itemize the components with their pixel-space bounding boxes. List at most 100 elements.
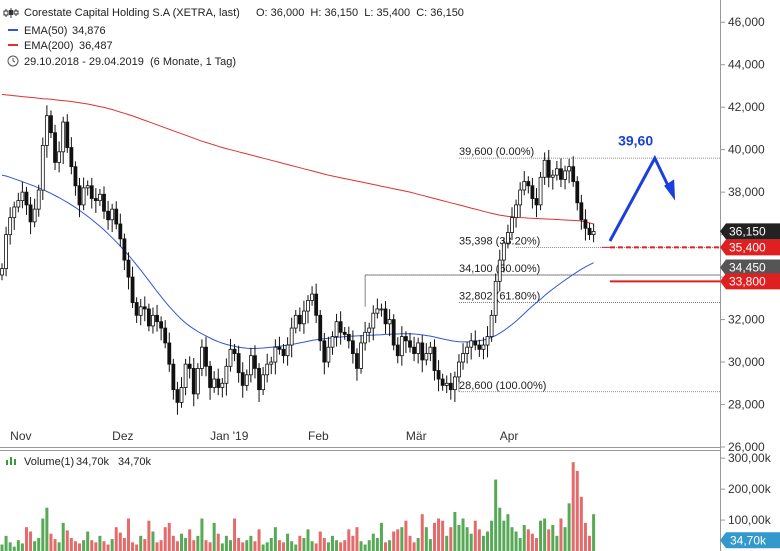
volume-bar-up: [494, 479, 498, 551]
volume-bar-down: [347, 529, 351, 551]
volume-bar-up: [290, 541, 294, 551]
candle-up: [212, 378, 217, 388]
volume-bar-up: [57, 542, 61, 551]
volume-bar-down: [575, 470, 579, 551]
ema50-label: EMA(50): [24, 25, 67, 37]
volume-bar-down: [396, 529, 400, 551]
candle-down: [155, 314, 159, 323]
volume-label: Volume(1): [24, 456, 74, 468]
volume-bar-down: [78, 543, 82, 551]
volume-bar-down: [155, 542, 159, 551]
candle-down: [253, 355, 257, 369]
candle-up: [36, 189, 41, 210]
candle-down: [546, 159, 551, 178]
fibonacci-levels: 39,600 (0.00%)35,398 (38.20%)34,100 (50.…: [364, 146, 720, 393]
volume-bar-up: [306, 529, 310, 551]
price-tick-label: 32,000: [728, 313, 765, 327]
candle-down: [404, 336, 408, 342]
price-tag: [720, 223, 780, 240]
ema50-value: 34,876: [72, 25, 106, 37]
volume-bar-up: [61, 522, 65, 551]
volume-bar-up: [200, 518, 204, 551]
candle-down: [534, 198, 539, 206]
price-tag: [720, 259, 780, 276]
candle-down: [191, 368, 196, 395]
volume-bar-down: [339, 542, 343, 551]
candle-up: [20, 191, 25, 202]
volume-bar-up: [490, 520, 494, 551]
candle-down: [93, 198, 98, 202]
volume-bar-up: [469, 533, 473, 551]
candle-up: [85, 185, 90, 189]
volume-bar-up: [388, 540, 392, 551]
volume-bar-up: [363, 544, 367, 551]
candle-down: [318, 314, 323, 342]
candle-up: [228, 348, 233, 367]
candle-up: [330, 336, 335, 348]
volume-bars-icon: [6, 457, 16, 465]
volume-bar-down: [588, 535, 592, 551]
volume-bar-down: [355, 527, 359, 551]
volume-bar-down: [65, 530, 69, 551]
ema200-line: [1, 93, 594, 225]
volume-bar-down: [114, 527, 118, 551]
candle-up: [416, 342, 421, 354]
candle-up: [61, 121, 66, 153]
volume-bar-down: [526, 529, 530, 551]
price-tag: [720, 273, 780, 290]
candle-down: [146, 308, 151, 327]
candle-up: [289, 327, 294, 346]
chart-header: Corestate Capital Holding S.A (XETRA, la…: [3, 7, 464, 68]
candle-down: [122, 238, 127, 261]
candle-up: [138, 306, 143, 316]
volume-bar-up: [261, 544, 265, 551]
candle-down: [314, 293, 319, 316]
target-arrowhead: [664, 179, 676, 201]
candle-up: [493, 280, 498, 316]
volume-bar-up: [249, 535, 253, 551]
volume-bar-down: [449, 527, 453, 551]
volume-bar-down: [204, 540, 208, 551]
candle-up: [306, 300, 310, 312]
volume-bar-up: [196, 535, 200, 551]
volume-bar-down: [412, 542, 416, 551]
volume-bar-up: [273, 527, 277, 551]
volume-bar-up: [539, 520, 543, 551]
volume-bar-up: [41, 518, 45, 551]
candle-up: [469, 340, 474, 348]
month-label: Mär: [406, 429, 427, 443]
volume-bar-up: [457, 525, 461, 551]
volume-bar-down: [473, 520, 477, 551]
price-tag-label: 35,400: [729, 240, 766, 254]
ema200-label: EMA(200): [24, 40, 74, 52]
price-tick-label: 38,000: [728, 185, 765, 199]
price-tag-label: 33,800: [729, 274, 766, 288]
volume-bar-down: [147, 520, 151, 551]
candle-up: [399, 336, 404, 357]
candle-up: [554, 168, 559, 176]
candle-up: [522, 181, 527, 191]
candle-up: [310, 293, 314, 301]
volume-bar-down: [159, 540, 163, 551]
volume-bar-down: [163, 527, 167, 551]
volume-bar-down: [29, 531, 33, 551]
time-axis[interactable]: Nov Dez Jan '19 Feb Mär Apr: [0, 429, 720, 448]
volume-bar-down: [571, 462, 575, 551]
volume-tick-label: 300,00k: [728, 451, 772, 465]
candle-up: [510, 217, 514, 233]
volume-bar-down: [102, 541, 106, 551]
candle-down: [167, 342, 172, 365]
volume-bar-up: [220, 543, 224, 551]
volume-bar-up: [4, 535, 8, 551]
volume-bar-down: [94, 542, 98, 551]
candle-up: [179, 387, 184, 403]
volume-bar-up: [567, 503, 571, 551]
volume-bar-down: [253, 541, 257, 551]
volume-bar-down: [106, 544, 110, 551]
candle-down: [134, 302, 139, 316]
volume-axis[interactable]: 300,00k 200,00k 100,00k 34,70k: [720, 451, 780, 549]
candle-down: [163, 327, 168, 344]
fib-label: 32,802 (61.80%): [459, 291, 540, 303]
candle-up: [285, 344, 290, 357]
